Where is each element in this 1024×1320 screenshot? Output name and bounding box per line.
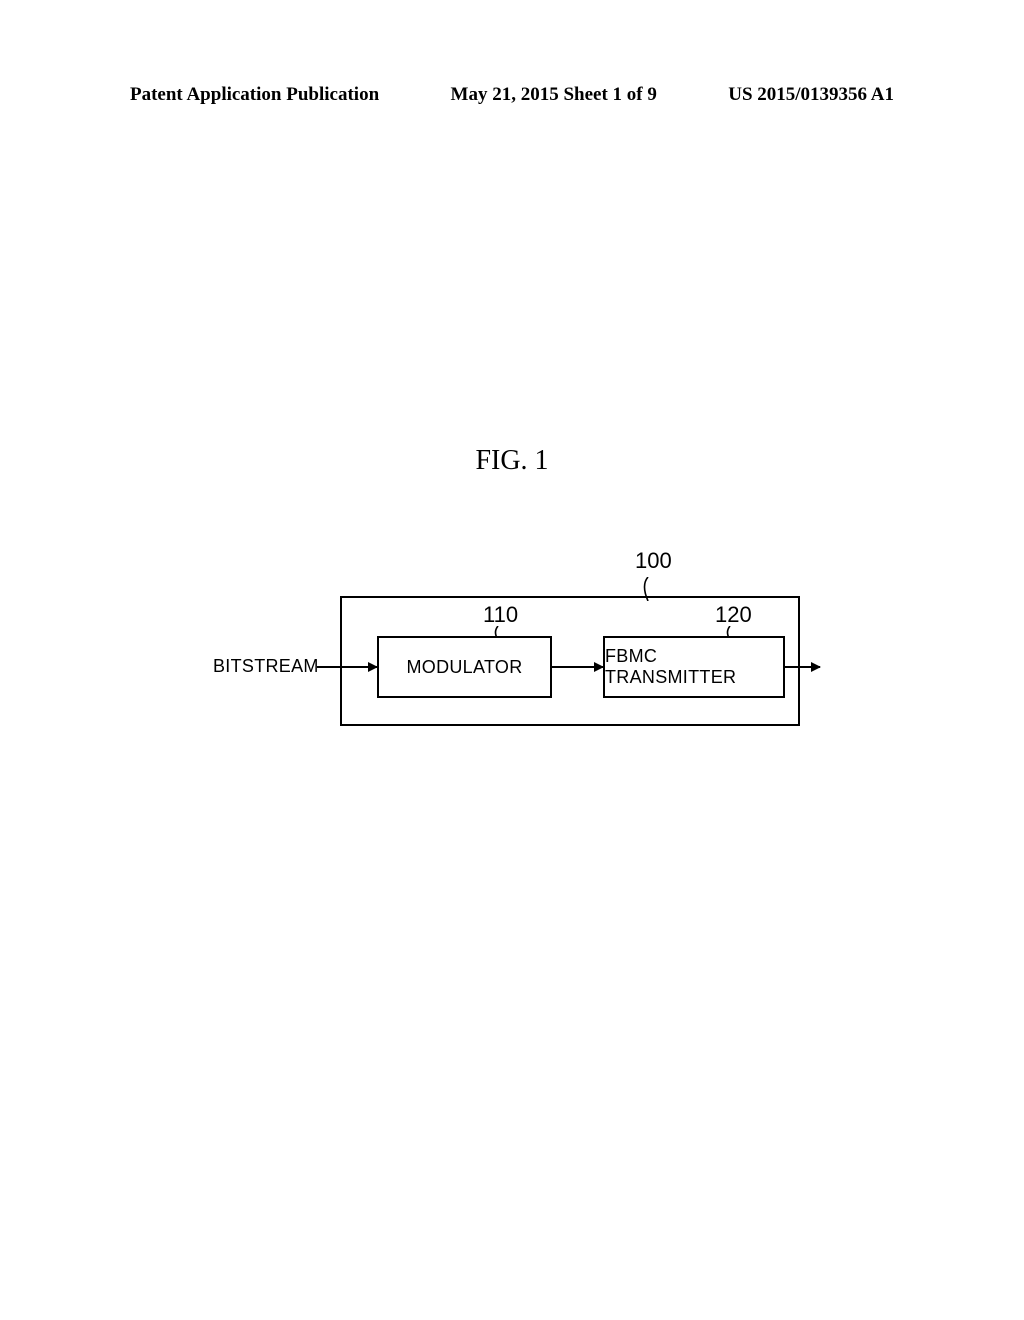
header-center: May 21, 2015 Sheet 1 of 9 [451, 84, 657, 106]
modulator-block: MODULATOR [377, 636, 552, 698]
page: Patent Application Publication May 21, 2… [0, 0, 1024, 1320]
ref-numeral-modulator: 110 [483, 602, 518, 628]
fbmc-transmitter-block: FBMC TRANSMITTER [603, 636, 785, 698]
header-left: Patent Application Publication [130, 84, 379, 106]
page-header: Patent Application Publication May 21, 2… [0, 84, 1024, 106]
header-right: US 2015/0139356 A1 [728, 84, 894, 106]
input-label: BITSTREAM [213, 656, 319, 677]
fbmc-transmitter-block-label: FBMC TRANSMITTER [605, 646, 783, 688]
modulator-block-label: MODULATOR [406, 657, 522, 678]
arrow-middle [552, 666, 603, 668]
figure-label: FIG. 1 [0, 445, 1024, 477]
arrow-output [785, 666, 820, 668]
ref-numeral-fbmc: 120 [715, 602, 752, 628]
ref-numeral-system: 100 [635, 548, 672, 574]
arrow-input [317, 666, 377, 668]
block-diagram: 100 110 120 BITSTREAM MODULATOR FBMC TRA… [225, 548, 805, 728]
